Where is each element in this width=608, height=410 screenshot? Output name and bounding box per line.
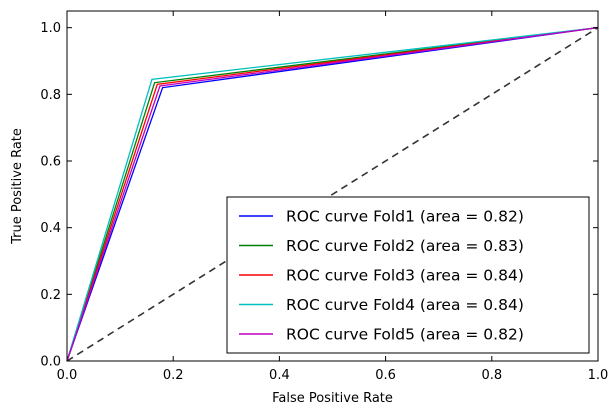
y-axis-label: True Positive Rate xyxy=(10,128,25,245)
roc-series-line-fold4 xyxy=(66,27,599,362)
x-tick-label: 0.6 xyxy=(375,368,396,383)
x-tick-label: 1.0 xyxy=(588,368,608,383)
x-tick-label: 0.4 xyxy=(269,368,290,383)
legend-label-fold3: ROC curve Fold3 (area = 0.84) xyxy=(286,267,524,285)
ticks-layer: 0.0 0.2 0.4 0.6 0.8 1.0 0.0 0.2 0.4 0.6 0.8 1.0 xyxy=(40,11,608,383)
legend-label-fold4: ROC curve Fold4 (area = 0.84) xyxy=(286,296,524,314)
y-tick-label: 0.2 xyxy=(40,288,61,303)
y-tick-label: 0.0 xyxy=(40,355,61,370)
x-tick-label: 0.8 xyxy=(481,368,502,383)
reference-diagonal-line xyxy=(66,26,599,362)
y-tick-label: 1.0 xyxy=(40,21,61,36)
y-tick-label: 0.6 xyxy=(40,155,61,170)
roc-series-line-fold5 xyxy=(66,27,599,362)
plot-layer xyxy=(66,26,599,362)
y-tick-label: 0.4 xyxy=(40,221,61,236)
legend-label-fold1: ROC curve Fold1 (area = 0.82) xyxy=(286,208,524,226)
legend-box xyxy=(226,196,590,354)
x-tick-label: 0.0 xyxy=(57,368,78,383)
y-tick-label: 0.8 xyxy=(40,88,61,103)
roc-series-line-fold1 xyxy=(66,27,599,362)
x-axis-label: False Positive Rate xyxy=(272,391,393,406)
x-tick-label: 0.2 xyxy=(163,368,184,383)
plot-frame xyxy=(66,10,599,362)
roc-series-line-fold2 xyxy=(66,27,599,362)
legend-label-fold5: ROC curve Fold5 (area = 0.82) xyxy=(286,326,524,344)
legend-label-fold2: ROC curve Fold2 (area = 0.83) xyxy=(286,237,524,255)
legend: ROC curve Fold1 (area = 0.82) ROC curve F… xyxy=(226,196,590,354)
roc-series-line-fold3 xyxy=(66,27,599,362)
